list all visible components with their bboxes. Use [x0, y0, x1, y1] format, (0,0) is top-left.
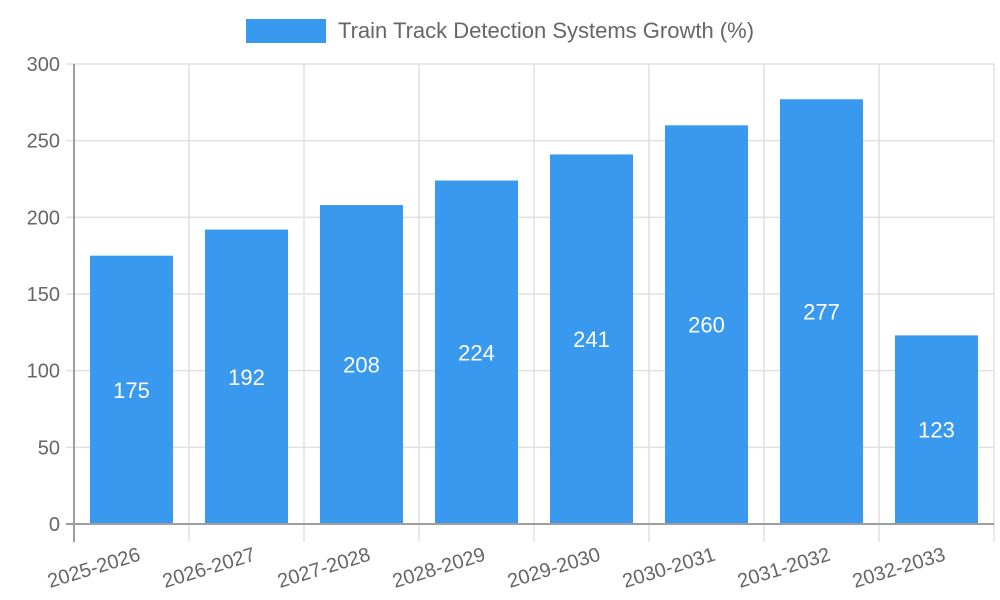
y-tick-label: 100 [27, 361, 60, 383]
bar-value-label: 192 [228, 365, 265, 390]
x-tick-label: 2030-2031 [620, 544, 718, 593]
y-tick-label: 50 [38, 437, 60, 459]
x-tick-label: 2031-2032 [735, 544, 833, 593]
bar-value-label: 241 [573, 327, 610, 352]
bar [665, 125, 748, 524]
y-tick-label: 0 [49, 514, 60, 536]
bar [435, 180, 518, 525]
y-tick-label: 200 [27, 207, 60, 229]
legend-swatch[interactable] [245, 19, 326, 43]
x-tick-label: 2025-2026 [45, 544, 143, 593]
bar [90, 255, 173, 524]
bar-value-label: 208 [343, 353, 380, 378]
bar [550, 154, 633, 524]
bar-value-label: 123 [918, 418, 955, 443]
bar-value-label: 277 [803, 300, 840, 325]
y-tick-label: 250 [27, 131, 60, 153]
y-tick-label: 150 [27, 284, 60, 306]
x-tick-label: 2026-2027 [160, 544, 258, 593]
legend-label: Train Track Detection Systems Growth (%) [337, 18, 755, 43]
bar [320, 205, 403, 525]
bar [205, 229, 288, 524]
bar [780, 99, 863, 525]
x-tick-label: 2027-2028 [275, 544, 373, 593]
y-tick-label: 300 [27, 54, 60, 76]
bar-value-label: 224 [458, 340, 495, 365]
bar-value-label: 175 [113, 378, 150, 403]
x-tick-label: 2028-2029 [390, 544, 488, 593]
bar-value-label: 260 [688, 313, 725, 338]
bar [895, 335, 978, 524]
x-tick-label: 2032-2033 [850, 544, 948, 593]
x-tick-label: 2029-2030 [505, 544, 603, 593]
chart-legend: Train Track Detection Systems Growth (%) [0, 18, 1000, 44]
